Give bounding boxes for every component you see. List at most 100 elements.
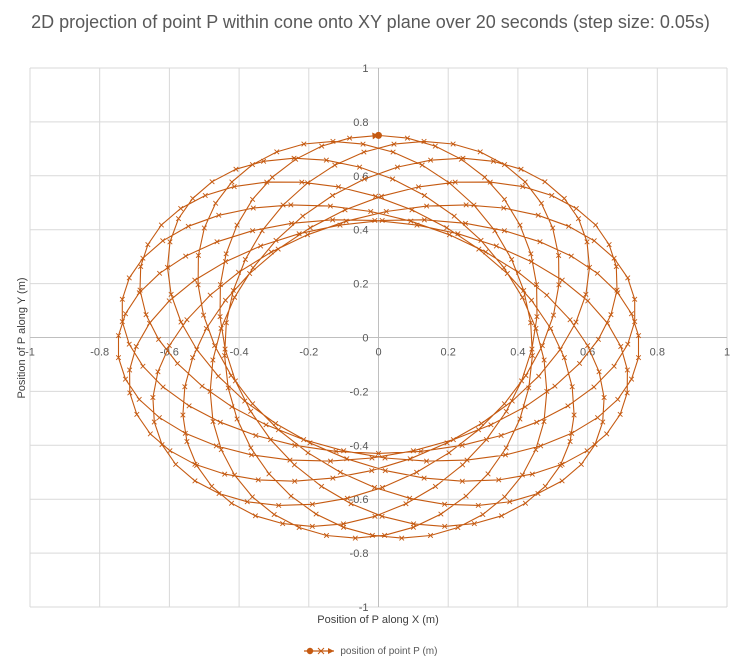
data-point	[421, 138, 427, 145]
data-point	[528, 320, 534, 326]
data-point	[356, 164, 363, 170]
data-point	[229, 179, 235, 185]
data-point	[557, 462, 563, 469]
data-point	[501, 196, 508, 202]
data-point	[140, 255, 146, 261]
data-point	[164, 264, 171, 271]
data-point	[150, 394, 156, 401]
data-point	[391, 141, 397, 147]
y-tick-label: 1	[362, 63, 368, 75]
data-point	[184, 317, 190, 323]
data-point	[528, 259, 535, 265]
x-tick-label: -0.4	[230, 347, 249, 359]
data-point	[341, 448, 347, 454]
data-point	[288, 220, 295, 226]
data-point	[183, 253, 189, 259]
data-point	[222, 297, 229, 303]
data-point	[228, 500, 235, 506]
data-point	[299, 179, 305, 185]
data-point	[160, 238, 166, 244]
chart-title: 2D projection of point P within cone ont…	[31, 12, 710, 32]
data-point	[519, 294, 526, 300]
data-point	[451, 213, 457, 219]
data-point	[399, 535, 405, 541]
data-point	[288, 493, 294, 499]
data-point	[330, 475, 336, 481]
data-point	[578, 461, 584, 468]
x-tick-label: -0.8	[90, 347, 109, 359]
data-point	[613, 263, 619, 270]
data-point	[624, 367, 630, 373]
data-point	[234, 222, 240, 228]
data-point	[608, 312, 614, 318]
data-point	[522, 500, 529, 506]
data-point	[542, 483, 548, 489]
data-point	[418, 448, 424, 454]
data-point	[618, 343, 624, 350]
data-point	[215, 373, 221, 379]
data-point	[501, 401, 508, 407]
data-point	[222, 259, 229, 265]
data-point	[268, 249, 274, 255]
data-point	[231, 184, 237, 190]
data-point	[586, 264, 593, 271]
data-point	[635, 332, 642, 339]
data-point	[138, 263, 144, 270]
data-point	[258, 243, 264, 249]
data-point	[518, 378, 525, 384]
data-point	[414, 469, 420, 475]
data-point	[459, 462, 466, 468]
data-point	[202, 192, 208, 199]
data-point	[528, 251, 534, 257]
data-point	[522, 404, 528, 410]
x-tick-label: 0.8	[650, 347, 665, 359]
data-point	[628, 376, 635, 382]
data-point	[591, 384, 597, 390]
data-point	[487, 179, 493, 185]
data-point	[566, 223, 572, 229]
data-point	[594, 270, 601, 276]
data-point	[404, 135, 410, 141]
data-point	[521, 287, 527, 294]
data-point	[432, 483, 439, 490]
data-point	[615, 396, 621, 402]
data-point	[550, 225, 556, 231]
data-point	[232, 378, 239, 384]
data-point	[231, 472, 238, 478]
x-tick-label: -1	[25, 347, 35, 359]
data-point	[414, 222, 420, 228]
data-point	[533, 281, 540, 288]
data-point	[167, 448, 173, 454]
data-point	[381, 532, 388, 538]
data-point	[568, 253, 574, 259]
data-point	[201, 225, 207, 231]
data-point	[337, 469, 343, 475]
data-point	[260, 158, 267, 164]
data-point	[207, 292, 213, 298]
data-point	[573, 319, 579, 325]
data-point	[611, 255, 617, 261]
data-point	[344, 495, 350, 501]
data-point	[625, 275, 631, 281]
data-point	[463, 493, 469, 499]
data-point	[259, 228, 265, 234]
data-point	[424, 203, 430, 209]
data-point	[347, 135, 353, 141]
data-point	[274, 149, 280, 155]
data-point	[625, 341, 631, 347]
data-point	[452, 179, 458, 185]
data-point	[573, 205, 579, 212]
data-point	[517, 416, 523, 422]
data-point	[556, 252, 562, 259]
data-point	[155, 336, 162, 342]
data-point	[229, 404, 235, 410]
end-arrow	[372, 132, 379, 140]
data-point	[534, 419, 540, 425]
data-point	[269, 174, 275, 180]
data-point	[178, 205, 184, 212]
data-point	[252, 513, 259, 519]
data-point	[502, 494, 508, 500]
data-point	[168, 291, 174, 297]
data-point	[559, 277, 565, 283]
data-point	[249, 494, 255, 500]
